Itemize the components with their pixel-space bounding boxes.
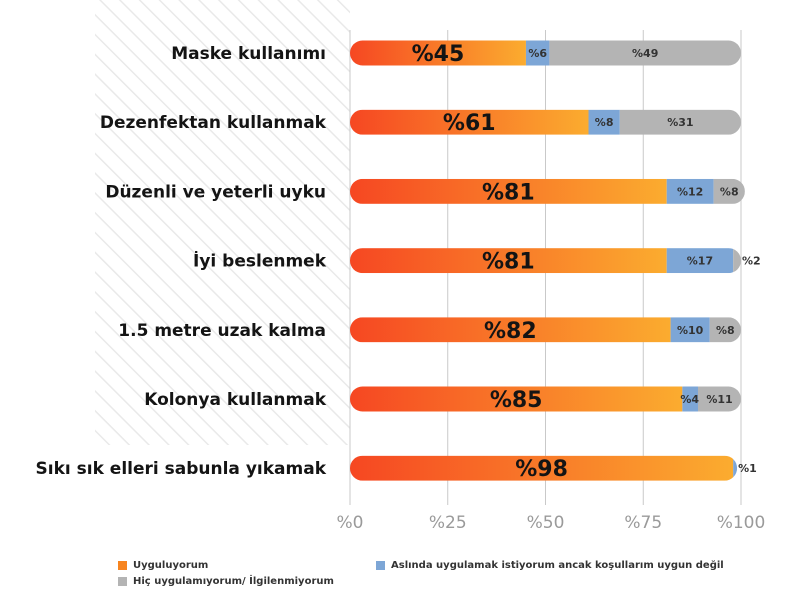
- data-label: %2: [742, 255, 761, 268]
- category-label: İyi beslenmek: [193, 250, 327, 272]
- bar-segment-hic: [619, 109, 741, 135]
- category-label: Sıkı sık elleri sabunla yıkamak: [36, 459, 327, 479]
- bar-segment-uyguluyorum: [350, 109, 589, 135]
- bars: [350, 40, 745, 481]
- legend-swatch-orange: [118, 561, 127, 570]
- data-label: %8: [720, 185, 739, 198]
- x-tick-label: %75: [624, 513, 662, 533]
- data-label: %8: [716, 324, 735, 337]
- bar-segment-uyguluyorum: [350, 40, 526, 66]
- bar-row: [350, 248, 741, 274]
- bar-segment-hic: [733, 248, 741, 274]
- bar-segment-aslinda: [525, 40, 550, 66]
- data-label: %81: [482, 250, 535, 275]
- bar-segment-uyguluyorum: [350, 317, 671, 343]
- legend-item-uyguluyorum: Uyguluyorum: [118, 560, 208, 571]
- bar-row: [350, 455, 738, 481]
- data-label: %8: [595, 116, 614, 129]
- labels: %0 %25 %50 %75 %100 Maske kullanımı %45 %6 %49 De…: [36, 42, 766, 533]
- bar-row: [350, 178, 745, 204]
- x-tick-label: %25: [429, 513, 467, 533]
- legend-item-aslinda: Aslında uygulamak istiyorum ancak koşull…: [376, 560, 724, 571]
- legend-label: Aslında uygulamak istiyorum ancak koşull…: [391, 560, 724, 571]
- bar-segment-uyguluyorum: [350, 455, 734, 481]
- x-tick-label: %0: [337, 513, 364, 533]
- data-label: %49: [632, 47, 658, 60]
- data-label: %61: [443, 111, 496, 136]
- x-tick-label: %100: [717, 513, 766, 533]
- bar-segment-hic: [713, 178, 745, 204]
- legend-swatch-gray: [118, 577, 127, 586]
- bar-segment-hic: [709, 317, 741, 343]
- data-label: %1: [738, 462, 757, 475]
- data-label: %82: [484, 319, 537, 344]
- legend-label: Uyguluyorum: [133, 560, 209, 571]
- data-label: %31: [667, 116, 693, 129]
- bar-segment-aslinda: [666, 178, 714, 204]
- data-label: %81: [482, 180, 535, 205]
- bar-segment-aslinda: [666, 248, 734, 274]
- bar-segment-aslinda: [670, 317, 710, 343]
- bar-row: [350, 109, 741, 135]
- bar-segment-uyguluyorum: [350, 178, 667, 204]
- x-tick-label: %50: [527, 513, 565, 533]
- data-label: %11: [706, 393, 732, 406]
- bar-row: [350, 317, 741, 343]
- legend-item-hic: Hiç uygulamıyorum/ İlgilenmiyorum: [118, 576, 334, 587]
- bar-segment-hic: [697, 386, 741, 412]
- category-label: 1.5 metre uzak kalma: [118, 321, 326, 341]
- data-label: %85: [490, 388, 543, 413]
- bar-row: [350, 386, 741, 412]
- category-label: Kolonya kullanmak: [144, 390, 326, 410]
- data-label: %4: [680, 393, 699, 406]
- bar-segment-hic: [549, 40, 741, 66]
- category-label: Maske kullanımı: [171, 44, 326, 64]
- data-label: %45: [412, 42, 465, 67]
- data-label: %10: [677, 324, 704, 337]
- bar-segment-aslinda: [682, 386, 698, 412]
- bar-segment-aslinda: [588, 109, 620, 135]
- data-label: %6: [528, 47, 547, 60]
- hatch-background: [95, 0, 350, 445]
- legend-label: Hiç uygulamıyorum/ İlgilenmiyorum: [133, 576, 334, 587]
- data-label: %98: [515, 457, 568, 482]
- bar-segment-aslinda: [733, 455, 738, 481]
- bar-row: [350, 40, 741, 66]
- data-label: %17: [687, 255, 713, 268]
- bar-segment-uyguluyorum: [350, 248, 667, 274]
- data-label: %12: [677, 185, 703, 198]
- category-label: Dezenfektan kullanmak: [100, 113, 327, 133]
- legend-swatch-blue: [376, 561, 385, 570]
- legend: Uyguluyorum Hiç uygulamıyorum/ İlgilenmi…: [118, 556, 778, 596]
- category-label: Düzenli ve yeterli uyku: [105, 182, 326, 202]
- bar-segment-uyguluyorum: [350, 386, 683, 412]
